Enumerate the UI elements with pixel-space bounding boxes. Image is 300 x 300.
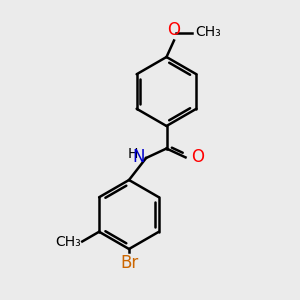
Text: H: H [127, 147, 138, 161]
Text: Br: Br [120, 254, 138, 272]
Text: CH₃: CH₃ [55, 235, 81, 248]
Text: N: N [132, 148, 145, 166]
Text: O: O [167, 21, 181, 39]
Text: O: O [191, 148, 204, 166]
Text: CH₃: CH₃ [195, 25, 221, 38]
